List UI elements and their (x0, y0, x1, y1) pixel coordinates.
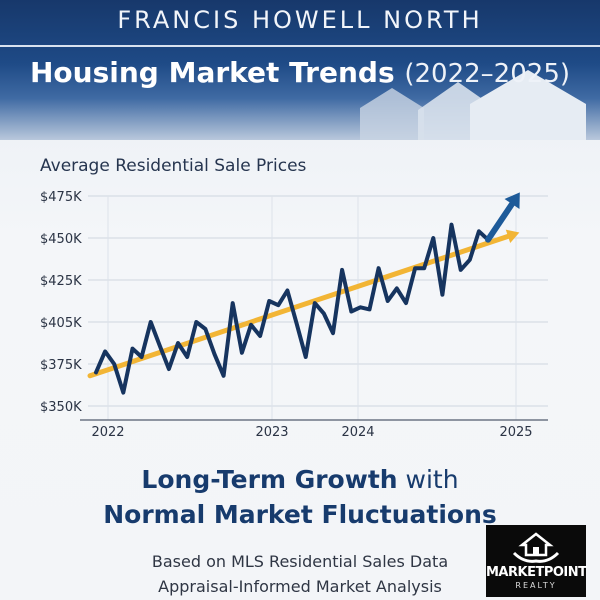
x-tick-label: 2024 (341, 425, 374, 440)
y-tick-label: $405K (40, 316, 82, 331)
logo-sub: REALTY (515, 581, 557, 590)
y-tick-label: $425K (40, 274, 82, 289)
x-tick-label: 2025 (499, 425, 532, 440)
house-hand-icon (512, 532, 560, 563)
page-title: Housing Market Trends (2022–2025) (0, 56, 600, 89)
price-chart: $350K$375K$405K$425K$450K$475K 2022 2023 2… (40, 190, 548, 440)
price-series-line (94, 222, 490, 395)
tagline-rest: with (397, 465, 459, 494)
footer-analysis: Appraisal-Informed Market Analysis (158, 577, 442, 596)
plot-area (87, 192, 520, 395)
y-tick-label: $375K (40, 358, 82, 373)
y-tick-label: $475K (40, 190, 82, 205)
y-axis: $350K $375K $405K $425K $450K $475K (40, 190, 82, 415)
marketpoint-logo: MARKETPOINT REALTY (486, 525, 587, 597)
y-tick-label: $350K (40, 400, 82, 415)
growth-arrowhead (504, 192, 520, 210)
tagline: Long-Term Growth with Normal Market Fluc… (0, 462, 600, 532)
footer-source: Based on MLS Residential Sales Data (151, 552, 449, 571)
header-banner: FRANCIS HOWELL NORTH Housing Market Tren… (0, 0, 600, 140)
tagline-bold: Long-Term Growth (141, 465, 398, 494)
y-tick-label: $450K (40, 232, 82, 247)
trend-arrowhead (505, 229, 520, 243)
title-main: Housing Market Trends (30, 56, 395, 89)
tagline-line2: Normal Market Fluctuations (103, 500, 497, 529)
chart-title: Average Residential Sale Prices (40, 156, 307, 176)
house-silhouettes (360, 70, 586, 140)
title-years: (2022–2025) (404, 59, 570, 89)
x-axis: 2022 2023 2024 2025 (80, 419, 548, 440)
logo-brand: MARKETPOINT (486, 565, 587, 580)
header-divider (0, 45, 600, 47)
x-tick-label: 2022 (91, 425, 124, 440)
x-tick-label: 2023 (255, 425, 288, 440)
growth-arrow-shaft (485, 201, 515, 243)
school-name: FRANCIS HOWELL NORTH (117, 6, 483, 34)
